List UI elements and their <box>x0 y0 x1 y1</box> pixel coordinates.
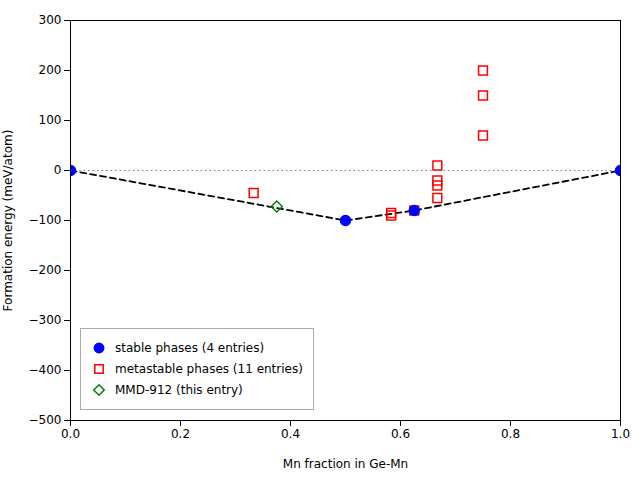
svg-text:−500: −500 <box>29 413 62 427</box>
svg-text:200: 200 <box>39 63 62 77</box>
svg-text:−300: −300 <box>29 313 62 327</box>
html-text:MMD-912 (this entry): MMD-912 (this entry) <box>115 383 243 397</box>
svg-text:0.0: 0.0 <box>61 427 80 441</box>
html-text:stable phases (4 entries): stable phases (4 entries) <box>115 341 265 355</box>
svg-text:300: 300 <box>39 13 62 27</box>
svg-text:−400: −400 <box>29 363 62 377</box>
svg-text:0.8: 0.8 <box>501 427 520 441</box>
svg-text:0: 0 <box>54 163 62 177</box>
svg-text:−200: −200 <box>29 263 62 277</box>
html-text:metastable phases (11 entries): metastable phases (11 entries) <box>115 362 303 376</box>
svg-text:Formation energy (meV/atom): Formation energy (meV/atom) <box>1 130 15 312</box>
svg-text:0.6: 0.6 <box>391 427 410 441</box>
svg-text:0.2: 0.2 <box>171 427 190 441</box>
svg-text:100: 100 <box>39 113 62 127</box>
svg-text:−100: −100 <box>29 213 62 227</box>
svg-text:0.4: 0.4 <box>281 427 300 441</box>
svg-text:1.0: 1.0 <box>611 427 630 441</box>
svg-text:Mn fraction in Ge-Mn: Mn fraction in Ge-Mn <box>283 457 408 471</box>
